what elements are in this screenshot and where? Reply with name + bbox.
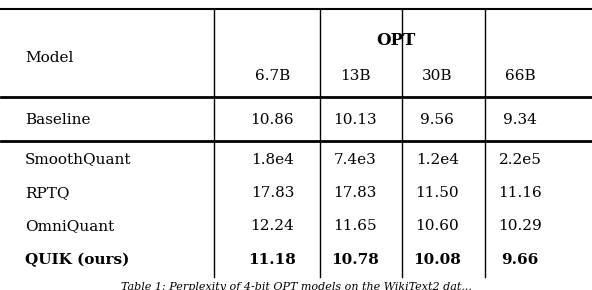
Text: 13B: 13B xyxy=(340,68,370,83)
Text: 11.18: 11.18 xyxy=(249,253,297,267)
Text: 9.56: 9.56 xyxy=(420,113,454,127)
Text: 10.13: 10.13 xyxy=(333,113,377,127)
Text: 66B: 66B xyxy=(504,68,535,83)
Text: 10.60: 10.60 xyxy=(416,219,459,233)
Text: OmniQuant: OmniQuant xyxy=(25,219,114,233)
Text: 11.65: 11.65 xyxy=(333,219,377,233)
Text: 6.7B: 6.7B xyxy=(255,68,290,83)
Text: QUIK (ours): QUIK (ours) xyxy=(25,253,129,267)
Text: 9.34: 9.34 xyxy=(503,113,537,127)
Text: 10.86: 10.86 xyxy=(250,113,294,127)
Text: 7.4e3: 7.4e3 xyxy=(333,153,377,166)
Text: 10.29: 10.29 xyxy=(498,219,542,233)
Text: 17.83: 17.83 xyxy=(333,186,377,200)
Text: Table 1: Perplexity of 4-bit OPT models on the WikiText2 dat...: Table 1: Perplexity of 4-bit OPT models … xyxy=(121,282,471,290)
Text: 9.66: 9.66 xyxy=(501,253,539,267)
Text: Model: Model xyxy=(25,51,73,65)
Text: Baseline: Baseline xyxy=(25,113,91,127)
Text: 10.08: 10.08 xyxy=(413,253,461,267)
Text: RPTQ: RPTQ xyxy=(25,186,69,200)
Text: 30B: 30B xyxy=(422,68,453,83)
Text: 1.2e4: 1.2e4 xyxy=(416,153,459,166)
Text: 10.78: 10.78 xyxy=(331,253,379,267)
Text: OPT: OPT xyxy=(377,32,416,49)
Text: 1.8e4: 1.8e4 xyxy=(251,153,294,166)
Text: 12.24: 12.24 xyxy=(250,219,294,233)
Text: 2.2e5: 2.2e5 xyxy=(498,153,541,166)
Text: 11.50: 11.50 xyxy=(416,186,459,200)
Text: 11.16: 11.16 xyxy=(498,186,542,200)
Text: 17.83: 17.83 xyxy=(251,186,294,200)
Text: SmoothQuant: SmoothQuant xyxy=(25,153,131,166)
